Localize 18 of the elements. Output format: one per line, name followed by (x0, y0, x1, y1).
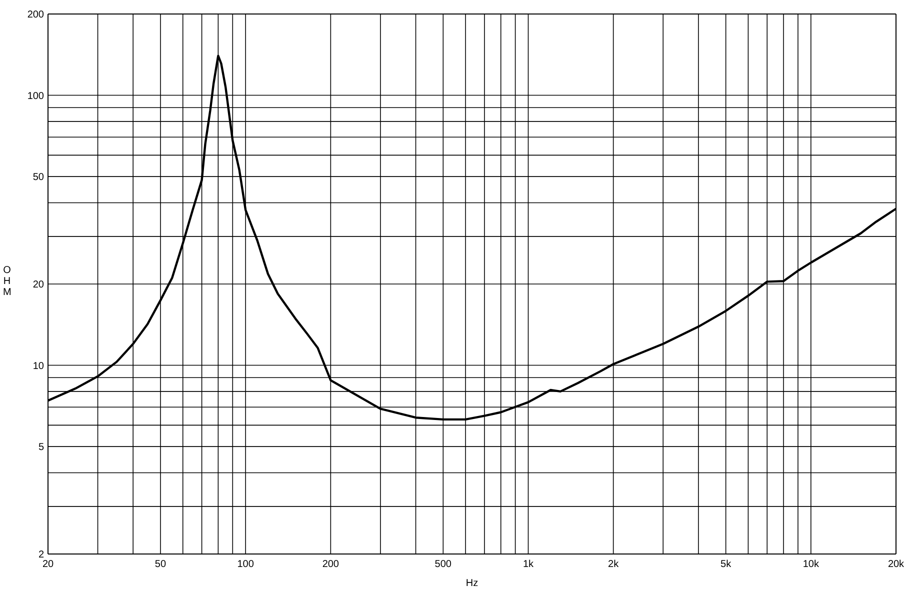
x-tick-label: 50 (154, 559, 166, 570)
y-axis-title: OHM (3, 265, 12, 298)
x-tick-label: 200 (322, 559, 340, 570)
y-tick-label: 2 (38, 550, 44, 561)
x-tick-label: 20k (888, 559, 906, 570)
x-tick-label: 2k (608, 559, 620, 570)
y-tick-label: 5 (38, 442, 44, 454)
y-tick-label: 100 (27, 90, 44, 102)
x-tick-label: 5k (720, 559, 732, 570)
y-tick-label: 10 (32, 360, 44, 372)
y-tick-label: 20 (32, 280, 44, 291)
x-tick-label: 10k (802, 559, 820, 570)
x-tick-label: 500 (434, 559, 452, 570)
x-tick-label: 100 (237, 559, 254, 570)
x-tick-label: 1k (522, 559, 535, 570)
y-tick-label: 50 (32, 172, 44, 184)
y-tick-label: 200 (27, 10, 44, 21)
x-axis-title: Hz (466, 578, 478, 589)
